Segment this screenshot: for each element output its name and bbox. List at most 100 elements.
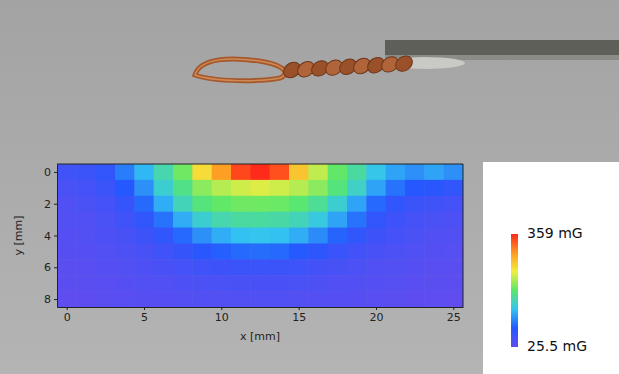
heat-cell: [192, 275, 212, 291]
heat-cell: [192, 259, 212, 275]
heat-cell: [115, 275, 135, 291]
y-tick-mark: [54, 299, 57, 300]
heat-cell: [328, 243, 348, 259]
heat-cell: [96, 291, 116, 307]
frame-right: [463, 164, 464, 307]
x-tick: 15: [292, 307, 306, 324]
heat-cell: [270, 180, 290, 196]
heat-cell: [231, 275, 251, 291]
y-tick: 6: [44, 261, 57, 274]
heat-cell: [386, 180, 406, 196]
heat-cell: [386, 212, 406, 228]
heat-cell: [289, 164, 309, 180]
heat-cell: [173, 291, 193, 307]
y-tick-mark: [54, 204, 57, 205]
x-tick-label: 15: [292, 311, 306, 324]
x-tick: 10: [215, 307, 229, 324]
heat-cell: [212, 212, 232, 228]
heat-cell: [424, 259, 444, 275]
heat-cell: [192, 180, 212, 196]
heat-cell: [115, 228, 135, 244]
heat-cell: [173, 243, 193, 259]
heat-cell: [96, 228, 116, 244]
heat-cell: [289, 196, 309, 212]
heat-cell: [154, 228, 174, 244]
colorbar-label: 25.5 mG: [527, 338, 587, 354]
legend-panel: [483, 162, 619, 374]
heat-cell: [250, 275, 270, 291]
heat-cell: [76, 228, 96, 244]
heat-cell: [154, 259, 174, 275]
heat-cell: [231, 291, 251, 307]
heat-cell: [424, 243, 444, 259]
heat-cell: [231, 228, 251, 244]
heat-cell: [173, 164, 193, 180]
heat-cell: [424, 196, 444, 212]
x-tick-mark: [221, 307, 222, 310]
heat-cell: [96, 212, 116, 228]
heat-cell: [424, 164, 444, 180]
heat-cell: [270, 259, 290, 275]
probe-photo: [195, 40, 619, 81]
heat-cell: [386, 291, 406, 307]
heat-cell: [192, 196, 212, 212]
heat-cell: [366, 164, 386, 180]
x-tick-label: 25: [447, 311, 461, 324]
heat-cell: [115, 291, 135, 307]
heat-cell: [386, 243, 406, 259]
x-tick: 20: [370, 307, 384, 324]
heat-cell: [96, 164, 116, 180]
y-tick: 2: [44, 198, 57, 211]
heat-cell: [424, 180, 444, 196]
heat-cell: [115, 196, 135, 212]
heat-cell: [405, 243, 425, 259]
heat-cell: [289, 243, 309, 259]
heat-cell: [231, 180, 251, 196]
heat-cell: [231, 196, 251, 212]
colorbar: [511, 234, 518, 347]
heat-cell: [328, 228, 348, 244]
heat-cell: [76, 275, 96, 291]
heat-cell: [405, 180, 425, 196]
heat-cell: [192, 243, 212, 259]
heat-cell: [154, 180, 174, 196]
colorbar-label: 359 mG: [527, 225, 583, 241]
heat-cell: [96, 180, 116, 196]
heat-cell: [134, 259, 154, 275]
heat-cell: [173, 180, 193, 196]
heat-cell: [405, 291, 425, 307]
x-tick: 25: [447, 307, 461, 324]
heat-cell: [57, 164, 77, 180]
heat-cell: [231, 164, 251, 180]
heat-cell: [347, 212, 367, 228]
heat-cell: [328, 259, 348, 275]
coil-highlight: [195, 59, 285, 81]
heat-cell: [270, 291, 290, 307]
x-tick-label: 0: [64, 311, 71, 324]
heat-cell: [424, 291, 444, 307]
heat-cell: [231, 243, 251, 259]
heat-cell: [96, 243, 116, 259]
x-tick-label: 5: [141, 311, 148, 324]
heat-cell: [115, 164, 135, 180]
heat-cell: [212, 259, 232, 275]
heat-cell: [328, 275, 348, 291]
heat-cell: [366, 291, 386, 307]
heat-cell: [308, 275, 328, 291]
heat-cell: [444, 164, 463, 180]
heat-cell: [386, 259, 406, 275]
heat-cell: [250, 228, 270, 244]
heat-cell: [134, 180, 154, 196]
heat-cell: [308, 164, 328, 180]
y-axis-line: [57, 165, 58, 308]
heat-cell: [250, 259, 270, 275]
heat-cell: [76, 164, 96, 180]
heat-cell: [366, 243, 386, 259]
heat-cell: [424, 275, 444, 291]
heat-cell: [250, 196, 270, 212]
heat-cell: [289, 259, 309, 275]
heat-cell: [115, 243, 135, 259]
pcb: [385, 40, 619, 57]
heat-cell: [134, 196, 154, 212]
heat-cell: [231, 259, 251, 275]
